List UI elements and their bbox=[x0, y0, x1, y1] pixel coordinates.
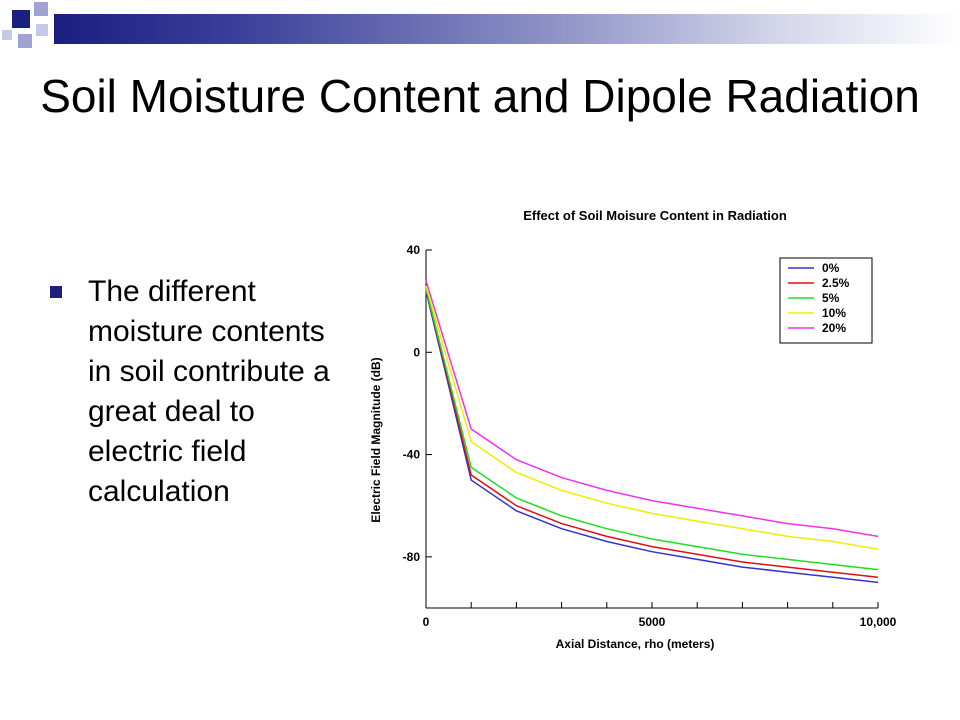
deco-square-light bbox=[34, 2, 48, 16]
series-line bbox=[425, 288, 879, 571]
y-tick-label: 0 bbox=[413, 345, 420, 359]
bullet-text: The different moisture contents in soil … bbox=[88, 275, 330, 508]
y-tick-label: -80 bbox=[403, 550, 421, 564]
y-axis-label: Electric Field Magnitude (dB) bbox=[369, 357, 383, 522]
slide-title: Soil Moisture Content and Dipole Radiati… bbox=[40, 70, 920, 122]
series-line bbox=[425, 280, 879, 538]
y-tick-label: -40 bbox=[403, 448, 421, 462]
x-tick-label: 0 bbox=[423, 615, 430, 629]
legend-label: 0% bbox=[822, 261, 840, 275]
plot-area: 40 0 -40 -80 0 5000 10,000 bbox=[403, 243, 897, 629]
legend-label: 5% bbox=[822, 291, 840, 305]
line-chart: Effect of Soil Moisure Content in Radiat… bbox=[369, 208, 897, 651]
deco-square-light bbox=[2, 30, 12, 40]
deco-square-light bbox=[36, 24, 48, 36]
legend-label: 10% bbox=[822, 306, 846, 320]
decorative-squares bbox=[0, 0, 80, 60]
legend: 0%2.5%5%10%20% bbox=[779, 257, 873, 344]
chart-title: Effect of Soil Moisure Content in Radiat… bbox=[523, 208, 787, 223]
deco-square-dark bbox=[12, 10, 30, 28]
series-line bbox=[425, 285, 879, 550]
series-line bbox=[425, 290, 879, 584]
x-tick-label: 5000 bbox=[639, 615, 666, 629]
x-tick-label: 10,000 bbox=[860, 615, 897, 629]
deco-square-light bbox=[18, 34, 32, 48]
series-line bbox=[425, 288, 879, 579]
legend-box bbox=[779, 257, 873, 344]
y-tick-label: 40 bbox=[407, 243, 421, 257]
bullet-square-icon bbox=[50, 286, 62, 298]
header-gradient-bar bbox=[54, 14, 960, 44]
legend-label: 20% bbox=[822, 321, 846, 335]
x-axis-label: Axial Distance, rho (meters) bbox=[556, 637, 715, 651]
legend-label: 2.5% bbox=[822, 276, 850, 290]
